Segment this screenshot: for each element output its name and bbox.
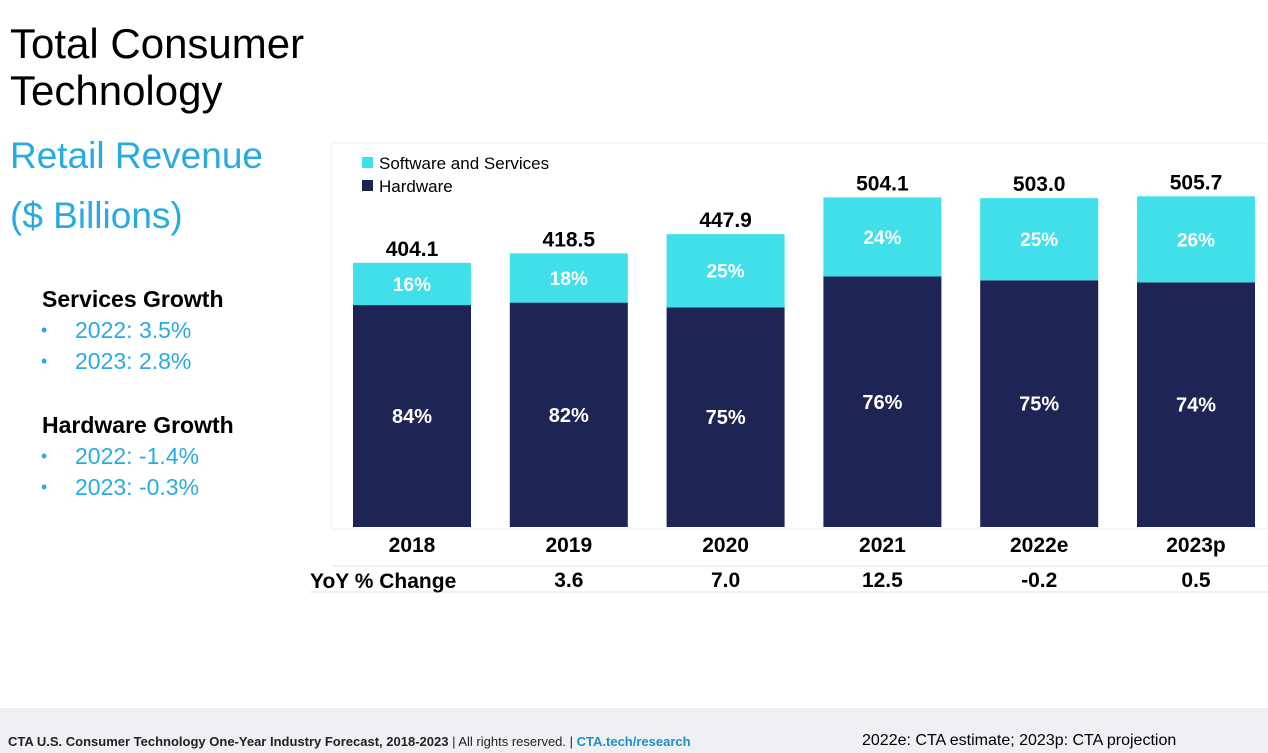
bar-services-2019 (509, 253, 628, 303)
data-label-services: 25% (1020, 230, 1058, 251)
bar-services-2023p (1137, 196, 1255, 283)
data-label-services: 24% (863, 228, 901, 249)
bar-hardware-2018 (353, 305, 471, 527)
data-label-hardware: 82% (549, 405, 589, 427)
bar-services-2022e (980, 198, 1099, 281)
data-label-services: 16% (393, 275, 431, 296)
page-title: Total Consumer Technology (10, 20, 305, 114)
services-growth-list: • 2022: 3.5% • 2023: 2.8% (41, 315, 224, 377)
footer-source: CTA U.S. Consumer Technology One-Year In… (8, 734, 691, 749)
data-label-total: 418.5 (543, 228, 596, 251)
services-growth-block: Services Growth • 2022: 3.5% • 2023: 2.8% (41, 285, 224, 377)
yoy-value: 0.5 (1181, 569, 1211, 592)
data-label-services: 26% (1177, 230, 1215, 251)
plot-area (330, 142, 1268, 530)
x-tick-label: 2018 (389, 534, 436, 557)
services-growth-2022: 2022: 3.5% (75, 317, 192, 343)
hardware-growth-heading: Hardware Growth (42, 412, 234, 438)
x-tick-label: 2020 (702, 534, 749, 557)
footer: CTA U.S. Consumer Technology One-Year In… (0, 708, 1268, 753)
bar-hardware-2021 (823, 276, 942, 527)
legend-label-hardware: Hardware (379, 177, 453, 196)
list-item: • 2023: -0.3% (41, 472, 234, 503)
x-tick-label: 2022e (1010, 534, 1068, 557)
legend-swatch-hardware (362, 180, 373, 191)
data-label-services: 25% (707, 262, 745, 283)
data-label-total: 504.1 (856, 172, 909, 195)
data-label-hardware: 76% (862, 392, 902, 414)
yoy-value: 3.6 (554, 569, 583, 592)
data-label-total: 447.9 (699, 209, 752, 232)
revenue-chart-svg: 84% 16% 404.1 2018 82% 18% 418.5 2019 3.6 75% 25% 4… (310, 142, 1268, 593)
bar-services-2021 (823, 197, 942, 277)
footer-source-title: CTA U.S. Consumer Technology One-Year In… (8, 734, 449, 749)
bullet-icon: • (41, 320, 48, 340)
legend-swatch-services (362, 157, 373, 168)
footer-separator: | (452, 734, 459, 749)
data-label-hardware: 75% (1019, 394, 1059, 416)
yoy-value: 12.5 (862, 569, 903, 592)
revenue-chart: 84% 16% 404.1 2018 82% 18% 418.5 2019 3.6 75% 25% 4… (310, 140, 1268, 600)
data-label-total: 503.0 (1013, 173, 1066, 196)
data-label-hardware: 75% (706, 407, 746, 429)
list-item: • 2022: -1.4% (41, 441, 234, 472)
yoy-row-label: YoY % Change (310, 570, 456, 593)
hardware-growth-list: • 2022: -1.4% • 2023: -0.3% (41, 441, 234, 503)
x-tick-label: 2023p (1166, 534, 1226, 557)
services-growth-heading: Services Growth (42, 286, 224, 312)
bar-hardware-2023p (1137, 282, 1255, 527)
footer-note: 2022e: CTA estimate; 2023p: CTA projecti… (862, 732, 1177, 749)
footer-separator: | (569, 734, 577, 749)
x-tick-label: 2019 (545, 534, 592, 557)
bar-hardware-2022e (980, 280, 1099, 527)
bullet-icon: • (41, 351, 48, 371)
data-label-total: 404.1 (386, 238, 439, 261)
x-tick-label: 2021 (859, 534, 906, 557)
bar-hardware-2020 (666, 307, 785, 527)
yoy-value: -0.2 (1021, 569, 1057, 592)
bar-hardware-2019 (509, 302, 628, 527)
bar-services-2018 (353, 262, 471, 306)
chart-subtitle: Retail Revenue (10, 135, 263, 176)
list-item: • 2023: 2.8% (41, 346, 224, 377)
yoy-value: 7.0 (711, 569, 740, 592)
data-label-total: 505.7 (1170, 171, 1223, 194)
data-label-hardware: 84% (392, 406, 432, 428)
hardware-growth-2023: 2023: -0.3% (75, 474, 200, 500)
data-label-hardware: 74% (1176, 395, 1216, 417)
chart-units: ($ Billions) (10, 195, 183, 236)
legend-label-services: Software and Services (379, 154, 549, 173)
services-growth-2023: 2023: 2.8% (75, 348, 192, 374)
bullet-icon: • (41, 477, 48, 497)
bar-services-2020 (666, 234, 785, 308)
list-item: • 2022: 3.5% (41, 315, 224, 346)
footer-rights: All rights reserved. (458, 734, 567, 749)
hardware-growth-2022: 2022: -1.4% (75, 443, 200, 469)
data-label-services: 18% (550, 269, 588, 290)
hardware-growth-block: Hardware Growth • 2022: -1.4% • 2023: -0.3… (41, 411, 234, 503)
footer-link[interactable]: CTA.tech/research (576, 734, 691, 749)
bullet-icon: • (41, 446, 48, 466)
